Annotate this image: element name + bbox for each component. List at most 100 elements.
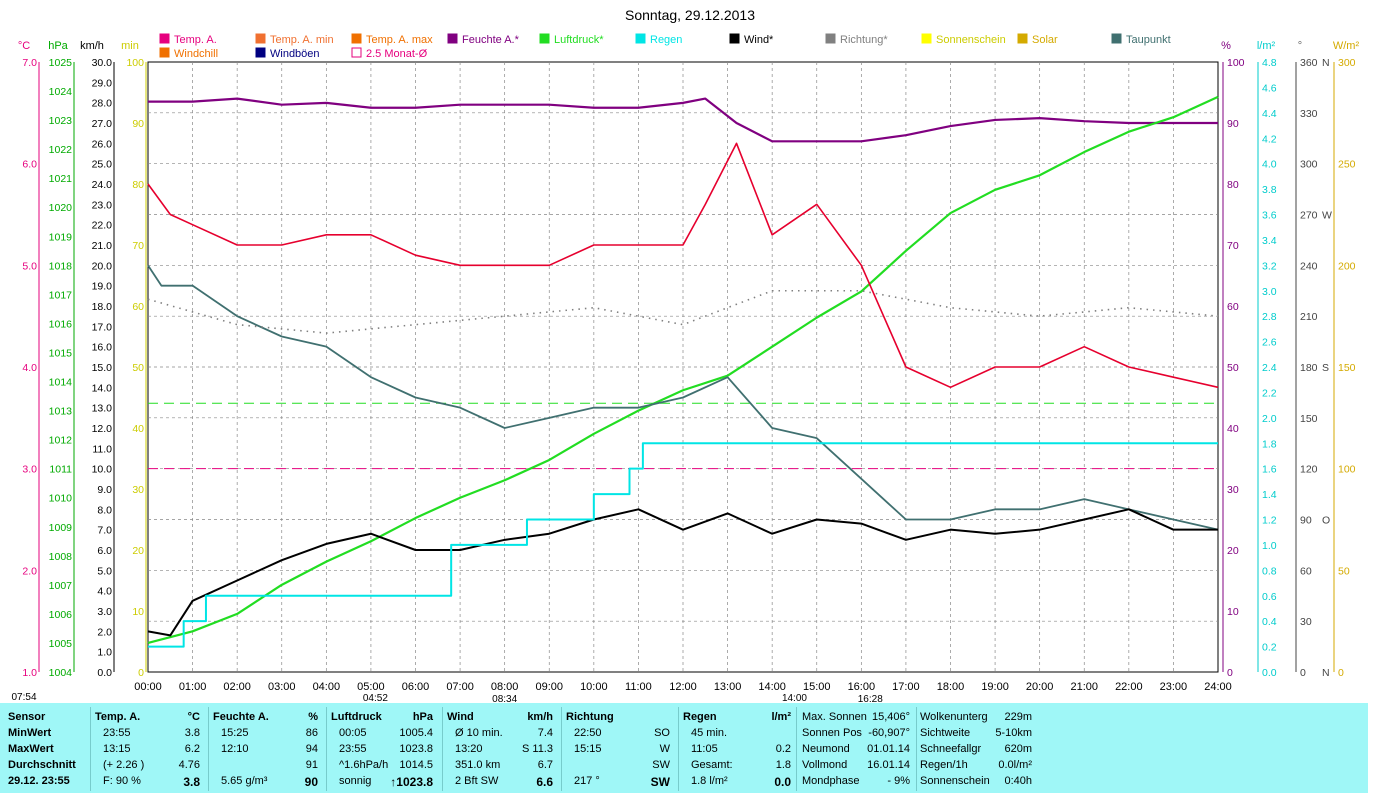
axis-unit-label: % xyxy=(1221,40,1231,52)
axis-tick-label: 2.0 xyxy=(97,626,112,638)
x-tick-label: 21:00 xyxy=(1070,681,1098,693)
axis-tick-label: 250 xyxy=(1338,159,1356,171)
footer-cell: 217 ° xyxy=(574,775,600,787)
footer-value: 6.6 xyxy=(536,775,553,789)
axis-tick-label: 0.0 xyxy=(97,667,112,679)
axis-tick-label: 1.8 xyxy=(1262,438,1277,450)
axis-tick-label: 20.0 xyxy=(92,260,113,272)
footer-cell: Sichtweite xyxy=(920,727,971,739)
axis-tick-label: 100 xyxy=(1338,464,1356,476)
axis-tick-label: 1.0 xyxy=(1262,540,1277,552)
axis-tick-label: 30 xyxy=(1300,616,1312,628)
legend: Temp. A. Temp. A. min Temp. A. max Feuchte … xyxy=(159,33,1171,60)
footer-cell: 351.0 km xyxy=(455,759,501,771)
footer-cell: Wolkenunterg xyxy=(920,711,988,723)
axis-tick-label: 1015 xyxy=(49,347,73,359)
axis-tick-label: 150 xyxy=(1300,413,1318,425)
footer-unit: % xyxy=(308,711,318,723)
footer-cell: Max. Sonnen xyxy=(802,711,867,723)
legend-label: Solar xyxy=(1032,34,1058,46)
axis-tick-label: 0.0 xyxy=(1262,667,1277,679)
footer-separator xyxy=(678,707,679,791)
x-tick-label: 18:00 xyxy=(937,681,965,693)
footer-cell: Feuchte A. xyxy=(213,711,269,723)
series-line-feuchtea xyxy=(148,97,1218,143)
axis-tick-label: 20 xyxy=(1227,545,1239,557)
chart-title: Sonntag, 29.12.2013 xyxy=(625,7,755,23)
legend-swatch xyxy=(921,33,932,44)
footer-value: 0:40h xyxy=(1004,775,1032,787)
axis-tick-label: 2.4 xyxy=(1262,362,1277,374)
axis-tick-label: 1017 xyxy=(49,289,73,301)
axis-tick-label: 29.0 xyxy=(92,77,113,89)
axis-tick-label: 5.0 xyxy=(97,565,112,577)
footer-separator xyxy=(796,707,797,791)
axis-tick-label: 3.2 xyxy=(1262,260,1277,272)
axis-tick-label: 19.0 xyxy=(92,281,113,293)
footer-cell: 29.12. 23:55 xyxy=(8,775,70,787)
axis-tick-label: 30 xyxy=(1227,484,1239,496)
footer-value: ↑1023.8 xyxy=(390,775,433,789)
footer-cell: F: 90 % xyxy=(103,775,141,787)
legend-label: Temp. A. min xyxy=(270,34,334,46)
footer-cell: Neumond xyxy=(802,743,850,755)
axis-tick-label: 120 xyxy=(1300,464,1318,476)
axis-tick-label: 200 xyxy=(1338,260,1356,272)
x-tick-label: 00:00 xyxy=(134,681,162,693)
axis-tick-label: 1024 xyxy=(49,86,73,98)
axis-tick-label: 26.0 xyxy=(92,138,113,150)
footer-value: SW xyxy=(650,775,670,789)
axis-tick-label: 90 xyxy=(132,118,144,130)
axis-tick-label: 0 xyxy=(138,667,144,679)
axis-tick-label: 17.0 xyxy=(92,321,113,333)
legend-label: Luftdruck* xyxy=(554,34,604,46)
axis-tick-label: 60 xyxy=(1227,301,1239,313)
grid xyxy=(148,62,1218,672)
axis-tick-label: 40 xyxy=(1227,423,1239,435)
axis-tick-label: 4.4 xyxy=(1262,108,1277,120)
x-tick-label: 24:00 xyxy=(1204,681,1232,693)
legend-swatch xyxy=(729,33,740,44)
axis-tick-label: 8.0 xyxy=(97,504,112,516)
axis-tick-label: 20 xyxy=(132,545,144,557)
axis-unit-label: l/m² xyxy=(1257,40,1276,52)
footer-cell: Vollmond xyxy=(802,759,848,771)
axis-tick-label: 1023 xyxy=(49,115,73,127)
axis-unit-label: °C xyxy=(18,40,30,52)
axis-tick-label: 1008 xyxy=(49,551,73,563)
footer-value: 6.2 xyxy=(184,743,200,755)
series-group xyxy=(147,95,1219,648)
axis-tick-label: 3.0 xyxy=(22,464,37,476)
axis-unit-label: km/h xyxy=(80,40,104,52)
legend-swatch xyxy=(825,33,836,44)
axis-tick-label: 25.0 xyxy=(92,159,113,171)
footer-value: 1.8 xyxy=(775,759,791,771)
axis-tick-label: 100 xyxy=(1227,57,1245,69)
axis-tick-label: 0.2 xyxy=(1262,642,1277,654)
x-tick-label: 09:00 xyxy=(535,681,563,693)
axis-tick-label: 50 xyxy=(1227,362,1239,374)
axis-tick-label: 1.0 xyxy=(22,667,37,679)
footer-cell: Ø 10 min. xyxy=(455,727,503,739)
footer-cell: Richtung xyxy=(566,711,614,723)
footer-value: 0.0 xyxy=(774,775,791,789)
footer-separator xyxy=(326,707,327,791)
compass-label: W xyxy=(1322,210,1332,222)
footer-value: -60,907° xyxy=(868,727,910,739)
footer-cell: Sensor xyxy=(8,711,46,723)
axis-tick-label: 24.0 xyxy=(92,179,113,191)
legend-swatch xyxy=(447,33,458,44)
footer-value: 229m xyxy=(1004,711,1032,723)
sun-marker-label: 08:34 xyxy=(492,694,517,703)
axis-tick-label: 1009 xyxy=(49,522,73,534)
axis-tick-label: 4.6 xyxy=(1262,82,1277,94)
footer-value: 86 xyxy=(305,727,318,739)
footer-cell: Mondphase xyxy=(802,775,860,787)
axis-tick-label: 4.2 xyxy=(1262,133,1277,145)
footer-cell: 23:55 xyxy=(339,743,367,755)
axis-tick-label: 1007 xyxy=(49,580,73,592)
x-tick-label: 12:00 xyxy=(669,681,697,693)
footer-separator xyxy=(916,707,917,791)
legend-swatch xyxy=(539,33,550,44)
footer-cell: Wind xyxy=(447,711,474,723)
